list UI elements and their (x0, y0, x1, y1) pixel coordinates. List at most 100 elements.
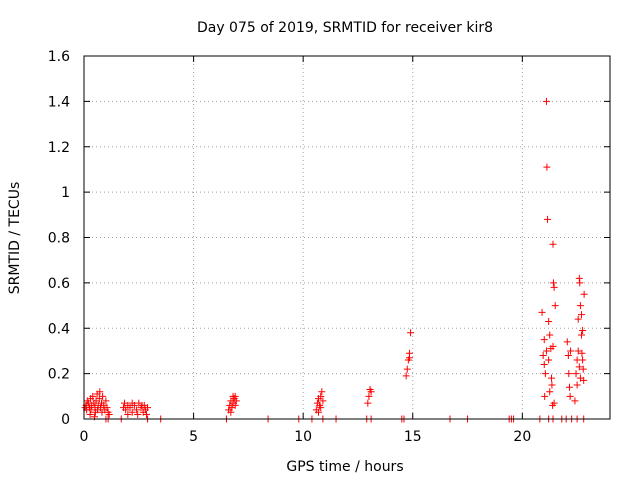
data-point (542, 97, 550, 105)
data-point (364, 399, 372, 407)
data-point (542, 347, 550, 355)
data-point (538, 308, 546, 316)
data-point (541, 392, 549, 400)
data-point (138, 401, 146, 409)
data-point (574, 315, 582, 323)
data-point (576, 302, 584, 310)
data-point (563, 338, 571, 346)
data-point (574, 347, 582, 355)
y-tick-label: 0.8 (48, 231, 70, 247)
data-point (564, 351, 572, 359)
data-point (144, 404, 152, 412)
data-point (89, 392, 97, 400)
data-point (367, 388, 375, 396)
y-tick-label: 1 (61, 185, 70, 201)
data-point (231, 401, 239, 409)
data-point (315, 408, 323, 416)
y-tick-label: 1.6 (48, 49, 70, 65)
y-tick-label: 0 (61, 412, 70, 428)
data-point (546, 331, 554, 339)
data-point (579, 365, 587, 373)
data-point (96, 388, 104, 396)
data-point (567, 347, 575, 355)
chart-title: Day 075 of 2019, SRMTID for receiver kir… (197, 20, 493, 36)
data-point (122, 406, 130, 414)
data-point (128, 399, 136, 407)
data-point (405, 354, 413, 362)
data-point (573, 381, 581, 389)
data-point (133, 406, 141, 414)
data-point (549, 342, 557, 350)
data-point (546, 388, 554, 396)
data-point (571, 397, 579, 405)
data-point (317, 404, 325, 412)
data-point (580, 290, 588, 298)
x-axis: 0 5 10 15 20 (80, 56, 531, 445)
data-point (544, 215, 552, 223)
data-point (551, 302, 559, 310)
data-point (128, 408, 136, 416)
data-point (319, 397, 327, 405)
data-point (540, 336, 548, 344)
data-point (124, 410, 132, 418)
y-tick-label: 0.2 (48, 367, 70, 383)
data-point (541, 370, 549, 378)
data-point (317, 392, 325, 400)
x-tick-label: 5 (189, 429, 198, 445)
data-point (576, 279, 584, 287)
data-point (547, 374, 555, 382)
data-point (227, 408, 235, 416)
x-axis-title: GPS time / hours (286, 459, 403, 475)
y-tick-label: 0.4 (48, 321, 70, 337)
data-point (575, 363, 583, 371)
data-point (229, 392, 237, 400)
data-point (87, 406, 95, 414)
data-point (579, 356, 587, 364)
data-point (579, 327, 587, 335)
data-point (103, 404, 111, 412)
data-point (403, 365, 411, 373)
y-tick-label: 0.6 (48, 276, 70, 292)
data-point (142, 410, 150, 418)
x-tick-label: 15 (404, 429, 422, 445)
data-point (126, 404, 134, 412)
data-point (566, 392, 574, 400)
data-point (232, 397, 240, 405)
data-point (550, 283, 558, 291)
y-axis: 0 0.2 0.4 0.6 0.8 1 1.2 1.4 1.6 (48, 49, 610, 428)
data-point (86, 410, 94, 418)
x-tick-label: 10 (294, 429, 312, 445)
plot-frame (83, 55, 611, 420)
data-point (98, 408, 106, 416)
data-point (545, 317, 553, 325)
y-tick-label: 1.4 (48, 94, 70, 110)
data-point (134, 410, 142, 418)
data-point (578, 311, 586, 319)
data-point (540, 361, 548, 369)
data-point (565, 370, 573, 378)
data-point (549, 279, 557, 287)
data-point (578, 331, 586, 339)
data-point (407, 329, 415, 337)
data-point (578, 349, 586, 357)
data-point (549, 240, 557, 248)
data-point (94, 406, 102, 414)
data-point (545, 356, 553, 364)
y-axis-title: SRMTID / TECUs (7, 182, 23, 295)
data-points (81, 97, 588, 423)
x-tick-label: 0 (80, 429, 89, 445)
data-point (402, 372, 410, 380)
data-point (102, 397, 110, 405)
data-point (539, 351, 547, 359)
data-point (550, 399, 558, 407)
data-point (365, 392, 373, 400)
data-point (565, 383, 573, 391)
data-point (318, 388, 326, 396)
data-point (105, 410, 113, 418)
data-point (572, 370, 580, 378)
x-tick-label: 20 (513, 429, 531, 445)
grid-lines (84, 56, 610, 419)
y-tick-label: 1.2 (48, 140, 70, 156)
data-point (548, 381, 556, 389)
